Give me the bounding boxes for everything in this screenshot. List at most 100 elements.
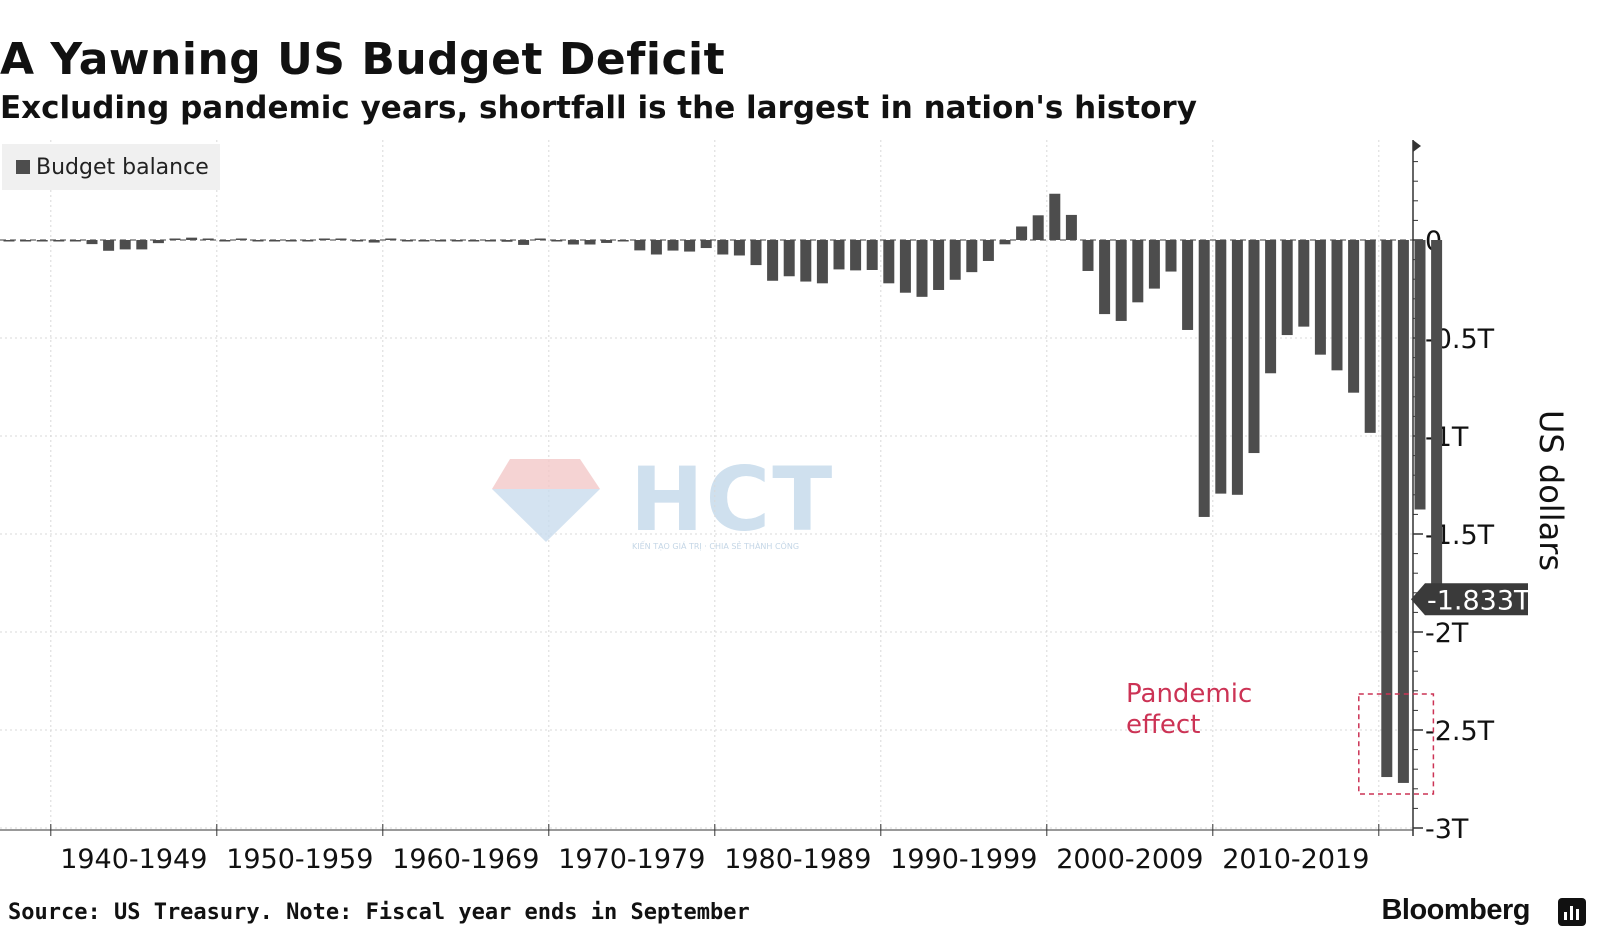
bar-1976 <box>650 240 662 255</box>
bar-1953 <box>269 240 281 242</box>
bar-1980 <box>717 240 729 255</box>
bar-1977 <box>667 240 679 251</box>
x-tick-label: 1940-1949 <box>60 844 207 875</box>
bar-1962 <box>418 240 430 242</box>
bar-1995 <box>966 240 978 273</box>
chart-subtitle: Excluding pandemic years, shortfall is t… <box>0 90 1197 126</box>
bar-1944 <box>119 240 131 250</box>
bar-2018 <box>1348 240 1360 393</box>
bar-1945 <box>136 240 148 250</box>
bar-1973 <box>601 240 613 243</box>
bar-1985 <box>800 240 812 282</box>
bar-1982 <box>750 240 762 266</box>
bar-1992 <box>916 240 928 297</box>
y-axis-arrow <box>1413 140 1421 152</box>
watermark-logo-bottom <box>492 489 600 542</box>
pandemic-annotation-box <box>1358 693 1435 795</box>
x-tick-label: 1950-1959 <box>226 844 373 875</box>
bar-1987 <box>833 240 845 270</box>
bar-1996 <box>982 240 994 261</box>
bar-1959 <box>368 240 380 243</box>
bar-1984 <box>783 240 795 277</box>
bar-1999 <box>1032 215 1044 240</box>
bar-2007 <box>1165 240 1177 272</box>
bar-1947 <box>169 238 181 240</box>
last-value-badge <box>1411 583 1528 616</box>
chart-title: A Yawning US Budget Deficit <box>0 34 726 85</box>
x-tick-label: 2010-2019 <box>1222 844 1369 875</box>
bar-2001 <box>1065 214 1077 240</box>
watermark-logo-top <box>492 459 600 489</box>
bar-1997 <box>999 240 1011 245</box>
bar-1988 <box>850 240 862 271</box>
bar-2016 <box>1314 240 1326 355</box>
bar-2013 <box>1265 240 1277 374</box>
bar-2010 <box>1215 240 1227 494</box>
bar-2019 <box>1364 240 1376 433</box>
bar-1986 <box>816 240 828 284</box>
bar-1993 <box>933 240 945 290</box>
bar-2014 <box>1281 240 1293 336</box>
bar-1956 <box>318 238 330 240</box>
bar-1940 <box>53 240 65 242</box>
bar-2005 <box>1132 240 1144 303</box>
bar-1946 <box>152 240 164 244</box>
x-tick-label: 1990-1999 <box>890 844 1037 875</box>
bar-1941 <box>69 240 81 242</box>
bar-2021 <box>1397 240 1409 783</box>
bar-1960 <box>385 238 397 240</box>
bar-1964 <box>451 240 463 242</box>
legend-label: Budget balance <box>36 154 209 180</box>
bar-1971 <box>567 240 579 245</box>
bar-1998 <box>1016 226 1028 240</box>
bar-1989 <box>866 240 878 270</box>
bar-1957 <box>335 238 347 240</box>
bar-1978 <box>684 240 696 252</box>
bar-2020 <box>1381 240 1393 778</box>
bar-1949 <box>202 238 214 240</box>
y-tick-label: -3T <box>1425 814 1469 845</box>
bar-1937 <box>3 240 15 242</box>
bar-1990 <box>883 240 895 284</box>
bar-2000 <box>1049 193 1061 240</box>
bar-1968 <box>518 240 530 245</box>
bar-1967 <box>501 240 513 242</box>
bar-2008 <box>1182 240 1194 330</box>
bar-1969 <box>534 238 546 240</box>
bar-2015 <box>1298 240 1310 327</box>
bar-2023 <box>1431 240 1443 600</box>
bar-1950 <box>219 240 231 242</box>
x-tick-label: 1980-1989 <box>724 844 871 875</box>
bar-1939 <box>36 240 48 242</box>
y-tick-label: -2.5T <box>1425 716 1495 747</box>
bar-1938 <box>20 240 32 242</box>
bar-1952 <box>252 240 264 242</box>
chart-legend: Budget balance <box>2 144 220 190</box>
legend-swatch <box>16 160 30 174</box>
bar-1994 <box>949 240 961 280</box>
bar-1955 <box>302 240 314 242</box>
bar-1948 <box>186 237 198 240</box>
bar-1951 <box>235 238 247 240</box>
x-tick-label: 1970-1979 <box>558 844 705 875</box>
bar-1974 <box>617 240 629 242</box>
bloomberg-terminal-icon <box>1558 898 1586 926</box>
y-tick-label: -2T <box>1425 618 1469 649</box>
brand-logo-text: Bloomberg <box>1381 894 1530 926</box>
bar-1966 <box>484 240 496 242</box>
bar-1943 <box>103 240 115 251</box>
pandemic-annotation-label: Pandemic <box>1126 679 1252 709</box>
x-tick-label: 1960-1969 <box>392 844 539 875</box>
bar-2004 <box>1115 240 1127 321</box>
bar-1991 <box>899 240 911 293</box>
bar-1983 <box>767 240 779 281</box>
bar-1979 <box>700 240 712 249</box>
bar-2017 <box>1331 240 1343 371</box>
bar-1958 <box>352 240 364 242</box>
last-value-badge-label: -1.833T <box>1427 585 1531 616</box>
x-tick-label: 2000-2009 <box>1056 844 1203 875</box>
bar-1954 <box>285 240 297 242</box>
bar-2002 <box>1082 240 1094 271</box>
source-note: Source: US Treasury. Note: Fiscal year e… <box>8 900 750 925</box>
bar-1975 <box>634 240 646 251</box>
